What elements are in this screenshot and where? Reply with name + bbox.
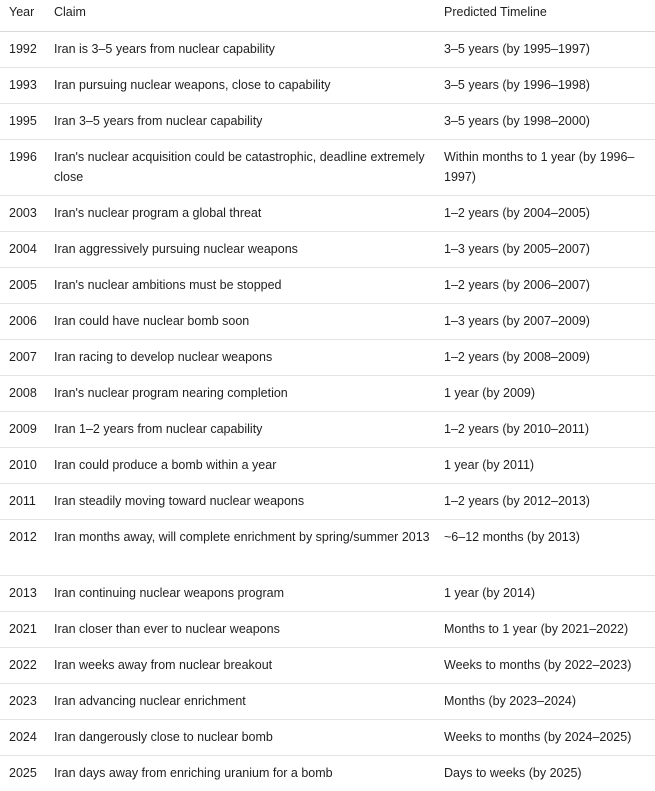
timeline-cell: 1–2 years (by 2008–2009) [444,350,590,364]
timeline-cell: Weeks to months (by 2024–2025) [444,730,632,744]
timeline-cell: Within months to 1 year (by 1996–1997) [444,150,635,184]
timeline-cell: 1 year (by 2009) [444,386,536,400]
claim-cell: Iran aggressively pursuing nuclear weapo… [54,242,298,256]
year-cell: 1993 [9,78,37,92]
header-predicted-timeline: Predicted Timeline [444,5,547,19]
table-row: 2024 Iran dangerously close to nuclear b… [0,720,655,756]
year-cell: 2004 [9,242,37,256]
timeline-cell: Months (by 2023–2024) [444,694,577,708]
year-cell: 1996 [9,150,37,164]
timeline-cell: 3–5 years (by 1996–1998) [444,78,590,92]
timeline-cell: 1 year (by 2011) [444,458,535,472]
timeline-cell: ~6–12 months (by 2013) [444,530,580,544]
year-cell: 2005 [9,278,37,292]
claim-cell: Iran months away, will complete enrichme… [54,530,430,544]
claim-cell: Iran closer than ever to nuclear weapons [54,622,280,636]
table-row: 2023 Iran advancing nuclear enrichment M… [0,684,655,720]
year-cell: 2011 [9,494,36,508]
table-row: 1992 Iran is 3–5 years from nuclear capa… [0,32,655,68]
year-cell: 2008 [9,386,37,400]
header-claim: Claim [54,5,86,19]
claim-cell: Iran's nuclear program a global threat [54,206,262,220]
claim-cell: Iran 3–5 years from nuclear capability [54,114,263,128]
timeline-cell: 1–3 years (by 2005–2007) [444,242,590,256]
table-row: 2003 Iran's nuclear program a global thr… [0,196,655,232]
year-cell: 2007 [9,350,37,364]
year-cell: 2010 [9,458,37,472]
year-cell: 2006 [9,314,37,328]
table-row: 2021 Iran closer than ever to nuclear we… [0,612,655,648]
table-header: Year Claim Predicted Timeline [0,0,655,32]
timeline-cell: 1–3 years (by 2007–2009) [444,314,590,328]
timeline-cell: 1–2 years (by 2010–2011) [444,422,590,436]
claim-cell: Iran days away from enriching uranium fo… [54,766,333,780]
claim-cell: Iran continuing nuclear weapons program [54,586,284,600]
year-cell: 2009 [9,422,37,436]
table-row: 2005 Iran's nuclear ambitions must be st… [0,268,655,304]
table-row: 2007 Iran racing to develop nuclear weap… [0,340,655,376]
claim-cell: Iran 1–2 years from nuclear capability [54,422,263,436]
timeline-cell: 1 year (by 2014) [444,586,536,600]
table-row: 2006 Iran could have nuclear bomb soon 1… [0,304,655,340]
table-row: 2008 Iran's nuclear program nearing comp… [0,376,655,412]
claim-cell: Iran advancing nuclear enrichment [54,694,246,708]
table-row: 1995 Iran 3–5 years from nuclear capabil… [0,104,655,140]
year-cell: 2023 [9,694,37,708]
timeline-cell: 3–5 years (by 1998–2000) [444,114,590,128]
claim-cell: Iran could have nuclear bomb soon [54,314,250,328]
claim-cell: Iran weeks away from nuclear breakout [54,658,273,672]
timeline-cell: Months to 1 year (by 2021–2022) [444,622,629,636]
year-cell: 2012 [9,530,37,544]
table-row: 2013 Iran continuing nuclear weapons pro… [0,576,655,612]
year-cell: 2022 [9,658,37,672]
claim-cell: Iran's nuclear program nearing completio… [54,386,288,400]
timeline-cell: 1–2 years (by 2004–2005) [444,206,590,220]
timeline-cell: 1–2 years (by 2006–2007) [444,278,590,292]
table-row: 1993 Iran pursuing nuclear weapons, clos… [0,68,655,104]
table-row: 2025 Iran days away from enriching urani… [0,756,655,791]
timeline-cell: Weeks to months (by 2022–2023) [444,658,632,672]
year-cell: 1992 [9,42,37,56]
claim-cell: Iran is 3–5 years from nuclear capabilit… [54,42,275,56]
year-cell: 2025 [9,766,37,780]
table-row: 2004 Iran aggressively pursuing nuclear … [0,232,655,268]
timeline-cell: 1–2 years (by 2012–2013) [444,494,590,508]
table-row: 2011 Iran steadily moving toward nuclear… [0,484,655,520]
claim-cell: Iran's nuclear acquisition could be cata… [54,150,425,184]
claim-cell: Iran steadily moving toward nuclear weap… [54,494,305,508]
timeline-cell: Days to weeks (by 2025) [444,766,582,780]
year-cell: 2003 [9,206,37,220]
table-row: 2022 Iran weeks away from nuclear breako… [0,648,655,684]
year-cell: 1995 [9,114,37,128]
claim-cell: Iran could produce a bomb within a year [54,458,277,472]
timeline-cell: 3–5 years (by 1995–1997) [444,42,590,56]
claim-cell: Iran dangerously close to nuclear bomb [54,730,273,744]
year-cell: 2024 [9,730,37,744]
year-cell: 2021 [9,622,37,636]
table-row: 2009 Iran 1–2 years from nuclear capabil… [0,412,655,448]
claim-cell: Iran's nuclear ambitions must be stopped [54,278,282,292]
table-row: 2010 Iran could produce a bomb within a … [0,448,655,484]
header-year: Year [9,5,35,19]
table-row: 2012 Iran months away, will complete enr… [0,520,655,576]
claim-cell: Iran racing to develop nuclear weapons [54,350,273,364]
table-row: 1996 Iran's nuclear acquisition could be… [0,140,655,196]
year-cell: 2013 [9,586,37,600]
claim-cell: Iran pursuing nuclear weapons, close to … [54,78,331,92]
